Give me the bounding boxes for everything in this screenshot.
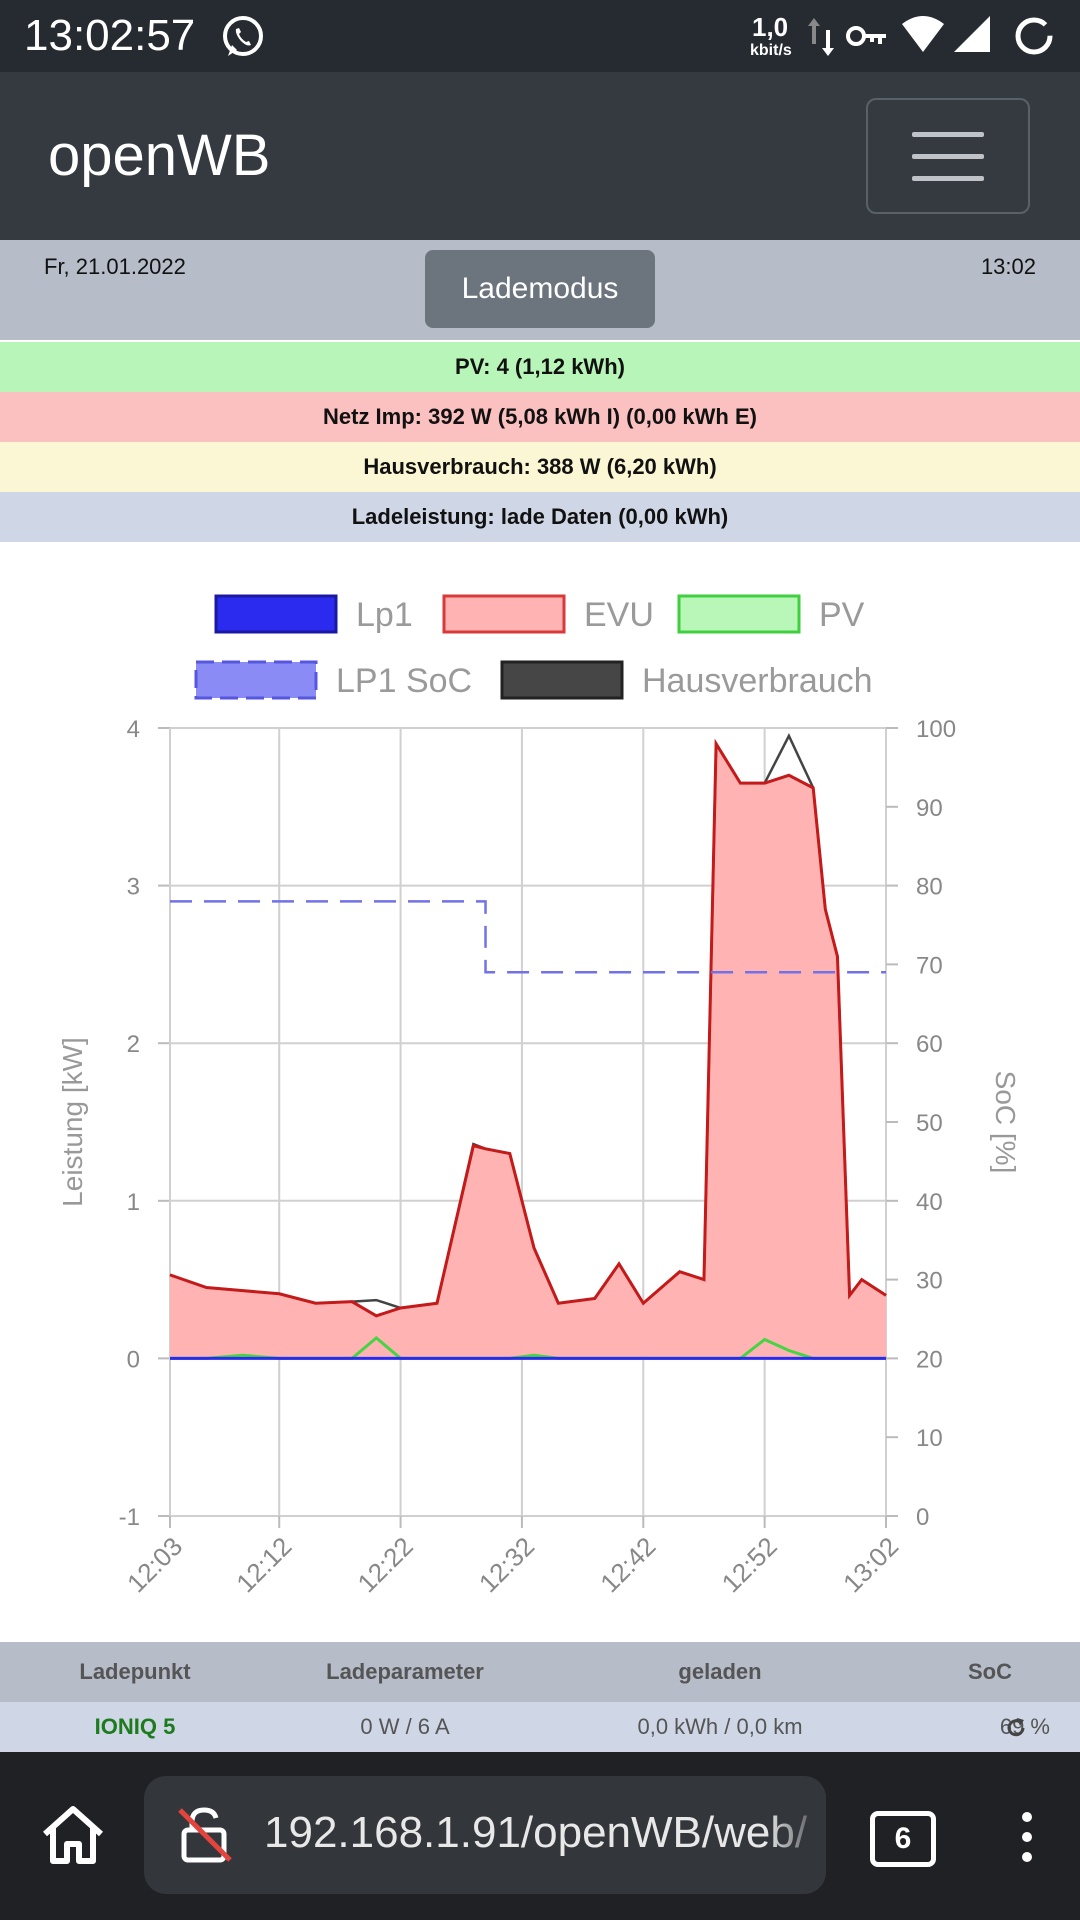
ladeparameter-value: 0 W / 6 A xyxy=(360,1714,450,1739)
browser-toolbar: 192.168.1.91/openWB/web/ 6 xyxy=(0,1752,1080,1920)
y-tick-left: -1 xyxy=(119,1504,140,1531)
legend-swatch-4 xyxy=(500,660,624,700)
y-tick-left: 0 xyxy=(127,1346,140,1373)
evu-line xyxy=(169,738,887,1318)
legend-swatch-1 xyxy=(442,594,566,634)
url-bar[interactable]: 192.168.1.91/openWB/web/ xyxy=(144,1776,826,1894)
legend-swatch-2 xyxy=(677,594,801,634)
x-tick-label: 12:52 xyxy=(716,1531,783,1598)
y-tick-right: 0 xyxy=(916,1504,929,1531)
power-chart: -1 0 1 2 3 4 12:03 12:12 12:22 12:32 12:42 12:52 13:… xyxy=(57,594,1021,1598)
home-icon[interactable] xyxy=(40,1804,106,1866)
geladen-value: 0,0 kWh / 0,0 km xyxy=(637,1714,803,1739)
y-tick-left: 4 xyxy=(127,716,140,743)
y-tick-right: 50 xyxy=(916,1110,943,1137)
y-tick-left: 2 xyxy=(127,1031,140,1058)
hausverbrauch-info: Hausverbrauch: 388 W (6,20 kWh) xyxy=(0,442,1080,492)
x-tick-label: 12:12 xyxy=(230,1531,297,1598)
x-tick-label: 12:22 xyxy=(352,1531,419,1598)
x-tick-label: 12:32 xyxy=(473,1531,540,1598)
refresh-icon[interactable] xyxy=(1004,1716,1028,1740)
current-time: 13:02 xyxy=(980,254,1036,279)
lademodus-button[interactable]: Lademodus xyxy=(425,250,655,328)
status-bar: 13:02:57 1,0 kbit/s xyxy=(0,0,1080,72)
header-ladeparameter: Ladeparameter xyxy=(326,1659,484,1684)
x-tick-label: 12:42 xyxy=(594,1531,661,1598)
table-row[interactable]: IONIQ 5 0 W / 6 A 0,0 kWh / 0,0 km 69 % xyxy=(0,1702,1080,1752)
y-tick-left: 1 xyxy=(127,1189,140,1216)
y-axis-label-right: SoC [%] xyxy=(990,1071,1021,1174)
table-header: Ladepunkt Ladeparameter geladen SoC xyxy=(0,1642,1080,1702)
not-secure-lock-icon[interactable] xyxy=(174,1804,236,1866)
data-transfer-icon xyxy=(808,18,834,56)
date-bar: Fr, 21.01.2022 Lademodus 13:02 xyxy=(0,240,1080,340)
brand-title[interactable]: openWB xyxy=(48,123,271,188)
legend-swatch-0 xyxy=(214,594,338,634)
y-tick-right: 80 xyxy=(916,874,943,901)
y-tick-right: 70 xyxy=(916,952,943,979)
ladepunkt-table: Ladepunkt Ladeparameter geladen SoC IONI… xyxy=(0,1642,1080,1752)
whatsapp-icon xyxy=(223,16,263,56)
legend-label-0: Lp1 xyxy=(356,596,413,634)
vpn-key-icon xyxy=(846,26,886,46)
ladepunkt-name[interactable]: IONIQ 5 xyxy=(94,1714,176,1739)
ladeleistung-info: Ladeleistung: lade Daten (0,00 kWh) xyxy=(0,492,1080,542)
net-speed-value: 1,0 xyxy=(752,12,789,42)
menu-toggle-button[interactable] xyxy=(866,98,1030,214)
legend-label-2: PV xyxy=(819,596,865,634)
lp1-soc-line xyxy=(170,900,886,974)
header-ladepunkt: Ladepunkt xyxy=(79,1659,191,1684)
y-tick-right: 100 xyxy=(916,716,956,743)
tab-switcher-button[interactable]: 6 xyxy=(870,1811,936,1867)
status-time: 13:02:57 xyxy=(24,11,196,60)
x-tick-label: 12:03 xyxy=(121,1531,188,1598)
y-tick-right: 20 xyxy=(916,1346,943,1373)
y-axis-label-left: Leistung [kW] xyxy=(57,1037,88,1207)
legend-label-1: EVU xyxy=(584,596,654,634)
menu-icon xyxy=(912,132,984,137)
header-geladen: geladen xyxy=(678,1659,762,1684)
y-tick-right: 30 xyxy=(916,1268,943,1295)
header-soc: SoC xyxy=(968,1659,1012,1684)
pv-info: PV: 4 (1,12 kWh) xyxy=(0,342,1080,392)
x-tick-label: 13:02 xyxy=(837,1531,904,1598)
y-tick-right: 90 xyxy=(916,795,943,822)
cell-signal-icon xyxy=(954,16,990,52)
evu-area xyxy=(170,743,886,1359)
legend-label-4: Hausverbrauch xyxy=(642,662,873,700)
y-tick-left: 3 xyxy=(127,874,140,901)
url-text[interactable]: 192.168.1.91/openWB/web/ xyxy=(264,1808,808,1857)
net-speed-unit: kbit/s xyxy=(750,42,792,59)
legend-label-3: LP1 SoC xyxy=(336,662,472,700)
legend-swatch-3 xyxy=(194,660,318,700)
y-tick-right: 60 xyxy=(916,1031,943,1058)
battery-ring-icon xyxy=(1015,17,1053,55)
netz-info: Netz Imp: 392 W (5,08 kWh I) (0,00 kWh E… xyxy=(0,392,1080,442)
app-navbar: openWB xyxy=(0,72,1080,240)
y-tick-right: 40 xyxy=(916,1189,943,1216)
y-tick-right: 10 xyxy=(916,1425,943,1452)
wifi-icon xyxy=(902,16,944,52)
current-date: Fr, 21.01.2022 xyxy=(44,254,186,279)
